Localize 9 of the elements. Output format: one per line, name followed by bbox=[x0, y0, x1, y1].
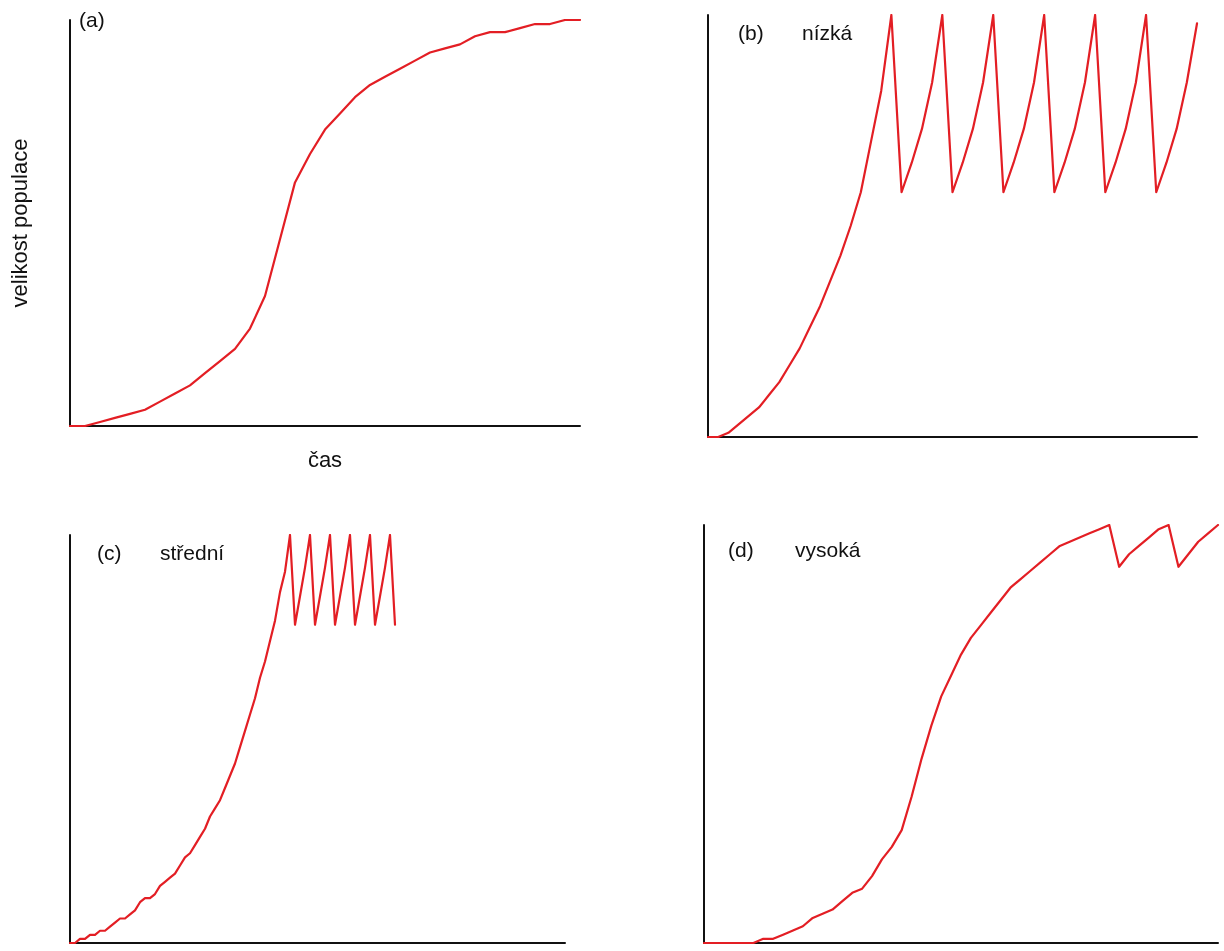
text: (d) bbox=[728, 538, 754, 561]
x-axis-title: čas bbox=[307, 446, 343, 472]
chart-subtitle: střední bbox=[160, 541, 225, 564]
chart-title: (b) bbox=[738, 21, 764, 44]
chart-title: (c) bbox=[97, 541, 122, 564]
y-axis-title: velikost populace bbox=[6, 138, 32, 308]
text: vysoká bbox=[795, 538, 861, 561]
chart-title: (a) bbox=[79, 8, 105, 31]
chart-subtitle: nízká bbox=[802, 21, 853, 44]
